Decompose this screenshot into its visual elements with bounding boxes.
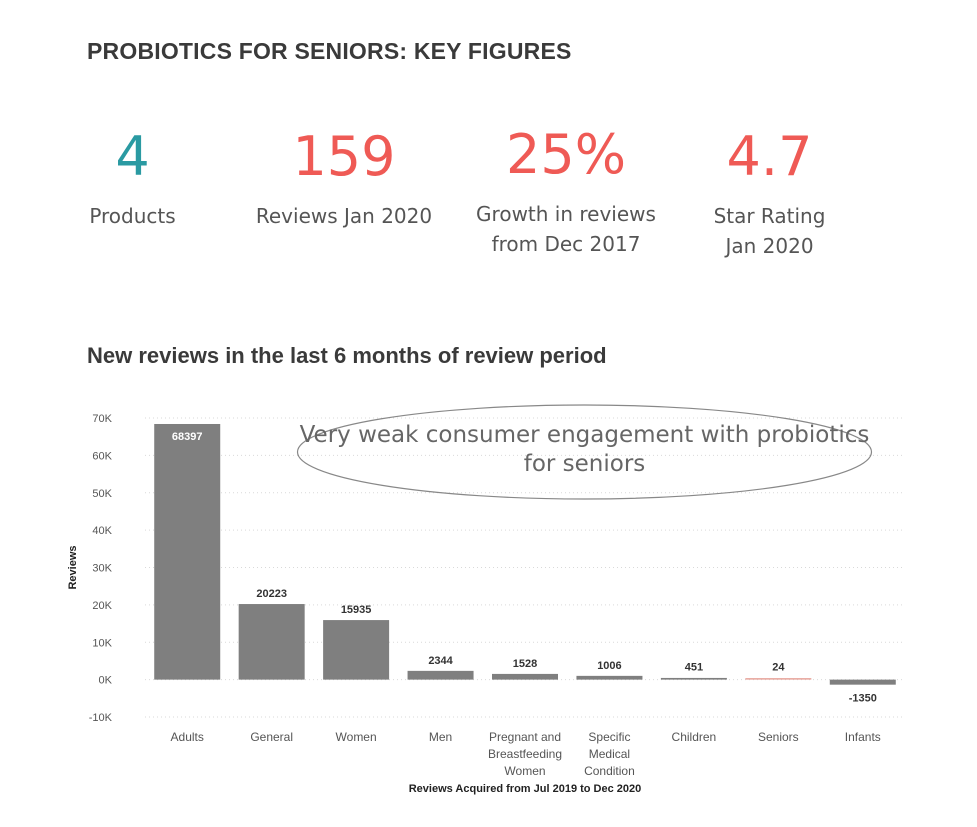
kpi-label: Reviews Jan 2020 (255, 204, 433, 228)
bar-infants (829, 679, 896, 685)
data-label: 20223 (256, 588, 287, 600)
y-tick-label: 50K (92, 488, 112, 500)
y-tick-label: 70K (92, 413, 112, 425)
x-tick-label: Seniors (758, 730, 799, 744)
data-label: 451 (685, 662, 703, 674)
x-tick-label: Children (672, 730, 717, 744)
data-label: 15935 (341, 604, 372, 616)
annotation-ellipse (296, 404, 873, 500)
y-tick-label: 10K (92, 637, 112, 649)
bar-specific-medical-condition (576, 675, 643, 680)
x-axis-label: Reviews Acquired from Jul 2019 to Dec 20… (409, 783, 642, 795)
bar-chart: -10K 0K 10K 20K 30K 40K 50K 60K 70K Reviews 68397 A… (67, 413, 905, 795)
data-label: 24 (772, 662, 785, 674)
y-tick-label: 60K (92, 450, 112, 462)
bar-pregnant-and-breastfeeding-women (492, 673, 558, 680)
annotation-text: Very weak consumer engagement with probi… (299, 422, 870, 477)
kpi-growth: 25% Growth in reviews from Dec 2017 (466, 125, 666, 259)
y-tick-label: 20K (92, 600, 112, 612)
data-label: 68397 (172, 431, 203, 443)
bar-seniors (745, 678, 812, 680)
x-tick-label: Adults (171, 730, 204, 744)
kpi-reviews: 159 Reviews Jan 2020 (244, 127, 444, 231)
chart-title: New reviews in the last 6 months of revi… (87, 343, 607, 368)
page-title: PROBIOTICS FOR SENIORS: KEY FIGURES (87, 38, 572, 64)
bar-adults (154, 423, 221, 680)
kpi-label: Growth in reviews from Dec 2017 (476, 202, 656, 256)
kpi-products: 4 Products (70, 127, 195, 231)
data-label: 1528 (513, 658, 537, 670)
x-tick-label: Men (429, 730, 452, 744)
y-axis-label: Reviews (67, 545, 79, 589)
data-label: -1350 (849, 693, 877, 705)
x-tick-label: General (250, 730, 293, 744)
kpi-value: 4 (115, 125, 150, 188)
bar-women (323, 620, 390, 680)
kpi-value: 25% (505, 123, 627, 186)
kpi-label: Star Rating Jan 2020 (713, 204, 826, 258)
x-tick-label: Specific Medical Condition (584, 730, 635, 778)
y-tick-label: 0K (99, 675, 113, 687)
bar-general (238, 604, 305, 680)
y-tick-label: 30K (92, 563, 112, 575)
data-label: 1006 (597, 660, 621, 672)
bar-children (660, 677, 727, 680)
kpi-value: 159 (292, 125, 396, 188)
x-tick-label: Infants (845, 730, 881, 744)
kpi-rating: 4.7 Star Rating Jan 2020 (702, 127, 837, 261)
x-tick-label: Pregnant and Breastfeeding Women (488, 730, 562, 778)
kpi-label: Products (89, 204, 176, 228)
y-tick-label: 40K (92, 525, 112, 537)
x-tick-label: Women (336, 730, 377, 744)
kpi-value: 4.7 (726, 125, 813, 188)
bar-men (407, 670, 474, 680)
y-tick-label: -10K (89, 712, 113, 724)
data-label: 2344 (428, 655, 453, 667)
